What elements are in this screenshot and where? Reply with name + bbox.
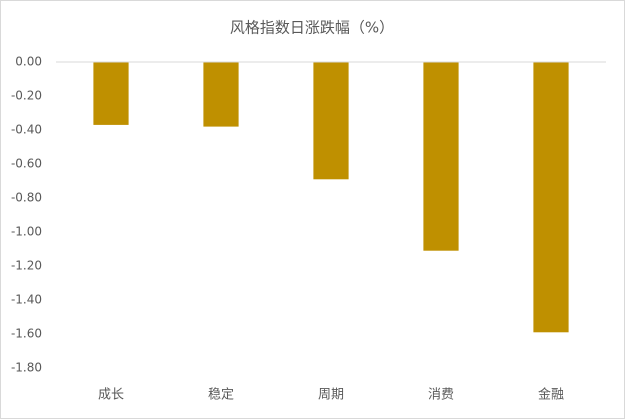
x-tick-label: 消费 bbox=[428, 388, 454, 403]
bar bbox=[203, 62, 239, 127]
x-tick-label: 成长 bbox=[98, 388, 124, 403]
y-tick-label: -1.60 bbox=[11, 327, 42, 341]
chart-title: 风格指数日涨跌幅（%） bbox=[230, 19, 394, 37]
bar bbox=[533, 62, 569, 333]
x-tick-label: 金融 bbox=[538, 387, 564, 403]
y-tick-label: -1.00 bbox=[11, 225, 42, 239]
y-tick-label: 0.00 bbox=[15, 55, 42, 69]
y-tick-label: -0.40 bbox=[11, 123, 42, 137]
x-tick-label: 周期 bbox=[318, 388, 344, 403]
y-tick-label: -0.20 bbox=[11, 89, 42, 103]
y-tick-label: -1.80 bbox=[11, 361, 42, 375]
bar bbox=[313, 62, 349, 180]
x-tick-label: 稳定 bbox=[208, 387, 234, 403]
bar bbox=[423, 62, 459, 251]
y-tick-label: -0.60 bbox=[11, 157, 42, 171]
bar bbox=[93, 62, 129, 125]
y-tick-label: -0.80 bbox=[11, 191, 42, 205]
y-tick-label: -1.40 bbox=[11, 293, 42, 307]
y-tick-label: -1.20 bbox=[11, 259, 42, 273]
